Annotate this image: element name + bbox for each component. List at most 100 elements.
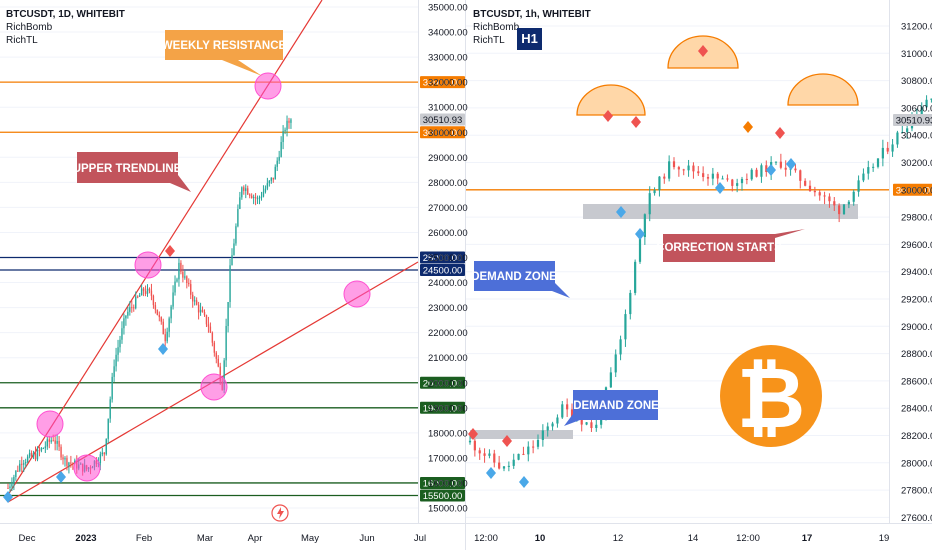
pink-circle bbox=[73, 454, 101, 482]
candle-body bbox=[891, 144, 894, 152]
right-x-axis: 12:00 10 12 14 12:00 17 19 bbox=[474, 533, 889, 544]
candle-body bbox=[239, 197, 241, 209]
candle-body bbox=[847, 201, 850, 205]
y-tick-label: 29800.00 bbox=[901, 213, 932, 224]
candle-body bbox=[46, 439, 48, 447]
signal-diamond bbox=[635, 228, 645, 240]
x-tick-label: 12 bbox=[613, 533, 624, 544]
pink-circle bbox=[343, 280, 371, 308]
candle-body bbox=[42, 448, 45, 450]
price-label-box bbox=[420, 264, 465, 277]
candle-body bbox=[799, 170, 802, 181]
x-tick-label: Feb bbox=[136, 533, 152, 544]
price-label-box bbox=[420, 476, 465, 489]
candle-body bbox=[677, 167, 680, 170]
candle-body bbox=[146, 288, 149, 294]
candle-body bbox=[101, 452, 104, 455]
candle-body bbox=[154, 305, 157, 310]
candle-body bbox=[697, 171, 700, 174]
y-tick-label: 35000.00 bbox=[428, 3, 468, 14]
candle-body bbox=[634, 261, 637, 293]
candle-body bbox=[256, 198, 259, 200]
y-tick-label: 20000.00 bbox=[428, 378, 468, 389]
candle-body bbox=[498, 462, 501, 469]
y-tick-label: 30800.00 bbox=[901, 76, 932, 87]
candle-body bbox=[11, 484, 13, 487]
y-tick-label: 22000.00 bbox=[428, 328, 468, 339]
signal-diamond bbox=[502, 435, 512, 447]
candle-body bbox=[231, 255, 233, 266]
candle-body bbox=[203, 312, 206, 315]
correction-starts-text: CORRECTION STARTS bbox=[656, 242, 782, 254]
candle-body bbox=[192, 294, 194, 302]
candle-body bbox=[706, 177, 710, 179]
candle-body bbox=[556, 417, 559, 424]
candle-body bbox=[629, 292, 632, 315]
candle-body bbox=[833, 201, 836, 206]
y-tick-label: 29000.00 bbox=[901, 322, 932, 333]
x-tick-label: 17 bbox=[802, 533, 813, 544]
candle-body bbox=[247, 188, 249, 195]
candle-body bbox=[186, 276, 188, 283]
demand-zone-lower-callout: DEMAND ZONE bbox=[564, 390, 659, 426]
candle-body bbox=[483, 453, 486, 456]
signal-diamond bbox=[698, 45, 708, 57]
price-label: 32000.00 bbox=[423, 78, 463, 89]
candle-body bbox=[478, 450, 481, 454]
x-tick-label: 14 bbox=[688, 533, 699, 544]
demand-zone-upper-callout: DEMAND ZONE bbox=[471, 261, 570, 298]
candle-body bbox=[876, 158, 880, 167]
price-label-box bbox=[420, 76, 465, 89]
candle-body bbox=[164, 334, 166, 342]
candle-body bbox=[488, 453, 491, 456]
candle-body bbox=[731, 179, 734, 186]
signal-diamond bbox=[158, 343, 168, 355]
candle-body bbox=[233, 243, 235, 256]
price-label-box bbox=[420, 376, 465, 389]
candle-body bbox=[58, 440, 60, 447]
left-y-axis: 35000.00 34000.00 33000.00 32000.00 31000.00… bbox=[428, 3, 468, 515]
correction-starts-callout: CORRECTION STARTS bbox=[656, 229, 805, 262]
candle-body bbox=[546, 426, 549, 431]
candle-body bbox=[736, 183, 739, 186]
pink-circles bbox=[36, 72, 371, 482]
y-tick-label: 28000.00 bbox=[901, 458, 932, 469]
candle-body bbox=[248, 194, 251, 196]
right-chart-header: BTCUSDT, 1h, WHITEBIT RichBomb RichTL bbox=[473, 8, 591, 47]
candle-body bbox=[148, 288, 151, 291]
upper-trendline-callout: UPPER TRENDLINE bbox=[73, 152, 191, 192]
candle-body bbox=[561, 404, 564, 418]
candle-body bbox=[266, 183, 269, 189]
candle-body bbox=[127, 311, 129, 316]
candle-body bbox=[468, 440, 472, 443]
candle-body bbox=[17, 470, 19, 472]
candle-body bbox=[34, 453, 37, 460]
x-tick-label: Dec bbox=[19, 533, 36, 544]
candle-body bbox=[779, 161, 782, 168]
weekly-resistance-text: WEEKLY RESISTANCE bbox=[162, 40, 287, 52]
candle-body bbox=[262, 191, 265, 197]
candle-body bbox=[566, 404, 569, 410]
candle-body bbox=[551, 423, 554, 427]
right-chart-title: BTCUSDT, 1h, WHITEBIT bbox=[473, 9, 591, 20]
candle-body bbox=[162, 321, 164, 335]
right-indicator-1: RichBomb bbox=[473, 22, 520, 33]
candle-body bbox=[111, 376, 113, 400]
candle-body bbox=[201, 309, 204, 313]
signal-diamond bbox=[775, 127, 785, 139]
y-tick-label: 29200.00 bbox=[901, 295, 932, 306]
candle-body bbox=[290, 119, 292, 123]
candle-body bbox=[64, 458, 66, 460]
candle-body bbox=[493, 453, 496, 463]
candle-body bbox=[211, 332, 214, 343]
candle-body bbox=[517, 453, 520, 460]
candle-body bbox=[136, 296, 139, 298]
candle-body bbox=[103, 452, 105, 455]
y-tick-label: 28200.00 bbox=[901, 431, 932, 442]
demand-zone-upper-text: DEMAND ZONE bbox=[471, 271, 557, 283]
candle-body bbox=[199, 309, 202, 313]
candle-body bbox=[278, 156, 280, 161]
pink-circle bbox=[134, 251, 162, 279]
candle-body bbox=[117, 347, 119, 355]
